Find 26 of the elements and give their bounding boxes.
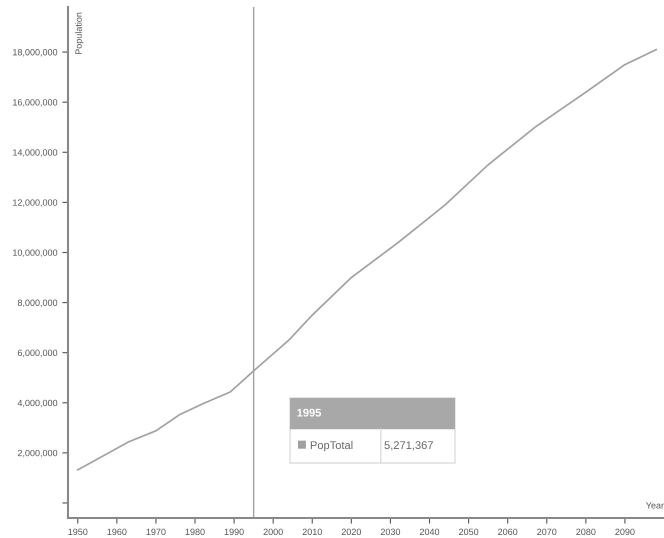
x-tick-label: 1990 bbox=[224, 528, 244, 536]
y-tick-label: 16,000,000 bbox=[13, 99, 58, 107]
x-tick-label: 2050 bbox=[459, 528, 478, 536]
y-tick-label: 12,000,000 bbox=[13, 199, 58, 207]
x-tick-label: 2010 bbox=[302, 528, 322, 536]
x-tick-label: 1980 bbox=[186, 528, 205, 536]
y-tick-label: 8,000,000 bbox=[18, 300, 58, 308]
x-tick-label: 2090 bbox=[615, 528, 635, 536]
x-axis-title: Year bbox=[646, 502, 664, 509]
y-tick-label: 6,000,000 bbox=[18, 350, 58, 358]
x-tick-label: 2040 bbox=[420, 528, 440, 536]
y-tick-label: 10,000,000 bbox=[13, 249, 58, 257]
x-tick-label: 2020 bbox=[342, 528, 362, 536]
y-tick-label: 14,000,000 bbox=[13, 149, 58, 157]
y-tick-label: 2,000,000 bbox=[18, 450, 58, 458]
y-tick-label: 18,000,000 bbox=[13, 49, 58, 57]
x-tick-label: 2080 bbox=[576, 528, 596, 536]
x-tick-label: 2030 bbox=[380, 528, 400, 536]
x-tick-label: 1960 bbox=[108, 528, 127, 536]
x-tick-label: 2000 bbox=[264, 528, 283, 536]
y-axis-title: Population bbox=[75, 12, 84, 54]
x-tick-label: 1950 bbox=[68, 528, 88, 536]
y-tick-label: 4,000,000 bbox=[18, 400, 58, 408]
x-tick-label: 1970 bbox=[146, 528, 166, 536]
x-tick-label: 2060 bbox=[498, 528, 518, 536]
x-tick-label: 2070 bbox=[537, 528, 556, 536]
